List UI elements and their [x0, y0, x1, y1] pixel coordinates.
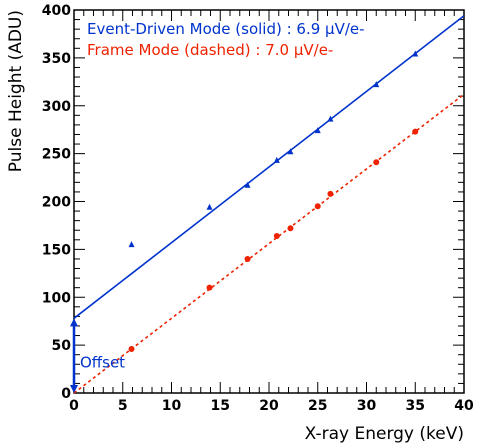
plot-frame — [73, 9, 465, 394]
x-tick-label: 25 — [308, 398, 327, 414]
y-axis-title: Pulse Height (ADU) — [6, 10, 26, 172]
data-point — [327, 190, 334, 197]
offset-label: Offset — [80, 354, 125, 372]
x-tick-labels: 0 5 10 15 20 25 30 35 40 — [69, 398, 474, 414]
data-point — [314, 127, 321, 134]
legend: Event-Driven Mode (solid) : 6.9 µV/e- Fra… — [87, 20, 365, 59]
y-tick-label: 50 — [52, 338, 72, 354]
data-point — [314, 203, 321, 210]
fit-line — [73, 93, 465, 394]
data-points — [128, 50, 419, 352]
x-tick-label: 30 — [357, 398, 377, 414]
data-point — [412, 50, 419, 57]
data-point — [244, 181, 251, 188]
data-point — [287, 148, 294, 155]
offset-arrow-head-bottom — [70, 385, 78, 393]
data-point — [128, 345, 135, 352]
data-point — [287, 225, 294, 232]
data-point — [373, 159, 380, 166]
x-tick-label: 15 — [211, 398, 230, 414]
axis-ticks — [73, 9, 465, 394]
data-point — [273, 232, 280, 239]
data-point — [327, 115, 334, 122]
x-tick-label: 10 — [162, 398, 182, 414]
y-tick-label: 400 — [42, 3, 71, 19]
y-tick-label: 350 — [42, 51, 71, 67]
y-tick-labels: 0 50 100 150 200 250 300 350 400 — [42, 3, 71, 402]
x-tick-label: 20 — [259, 398, 279, 414]
data-point — [273, 156, 280, 163]
x-tick-label: 35 — [406, 398, 425, 414]
data-point — [206, 284, 213, 291]
data-point — [244, 255, 251, 262]
data-point — [206, 203, 213, 210]
x-tick-label: 40 — [454, 398, 474, 414]
data-point — [373, 81, 380, 88]
fit-line — [73, 15, 465, 319]
x-tick-label: 0 — [69, 398, 79, 414]
y-tick-label: 100 — [42, 290, 71, 306]
y-tick-label: 250 — [42, 147, 71, 163]
x-tick-label: 5 — [118, 398, 128, 414]
y-tick-label: 0 — [61, 386, 71, 402]
legend-entry: Frame Mode (dashed) : 7.0 µV/e- — [87, 41, 333, 59]
x-axis-title: X-ray Energy (keV) — [305, 424, 464, 444]
legend-entry: Event-Driven Mode (solid) : 6.9 µV/e- — [87, 20, 365, 38]
data-point — [128, 241, 135, 248]
data-point — [412, 128, 419, 135]
fit-lines — [73, 15, 465, 394]
y-tick-label: 150 — [42, 242, 71, 258]
y-tick-label: 300 — [42, 99, 71, 115]
offset-arrow-head-top — [70, 318, 78, 327]
offset-annotation: Offset — [70, 318, 125, 393]
y-tick-label: 200 — [42, 195, 71, 211]
